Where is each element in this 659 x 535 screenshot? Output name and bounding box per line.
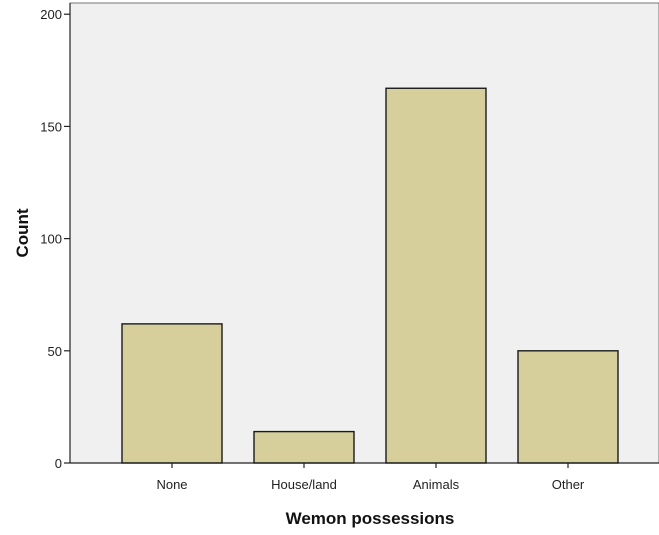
y-tick-label: 100 [40,232,62,247]
x-tick-label: Other [552,477,585,492]
y-axis-title: Count [13,208,32,257]
y-tick-label: 0 [55,456,62,471]
y-tick-label: 200 [40,7,62,22]
x-tick-label: None [156,477,187,492]
x-tick-label: House/land [271,477,337,492]
bar-house-land [253,430,355,464]
y-tick-label: 150 [40,119,62,134]
x-tick-label: Animals [413,477,460,492]
bars-group [121,87,619,464]
bar-animals [385,87,487,464]
x-ticks-group: None House/land Animals Other [156,463,585,492]
y-tick-label: 50 [48,344,62,359]
x-axis-title: Wemon possessions [286,509,455,528]
bar-none [121,323,223,464]
y-ticks-group: 0 50 100 150 200 [40,7,70,471]
bar-other [517,350,619,464]
